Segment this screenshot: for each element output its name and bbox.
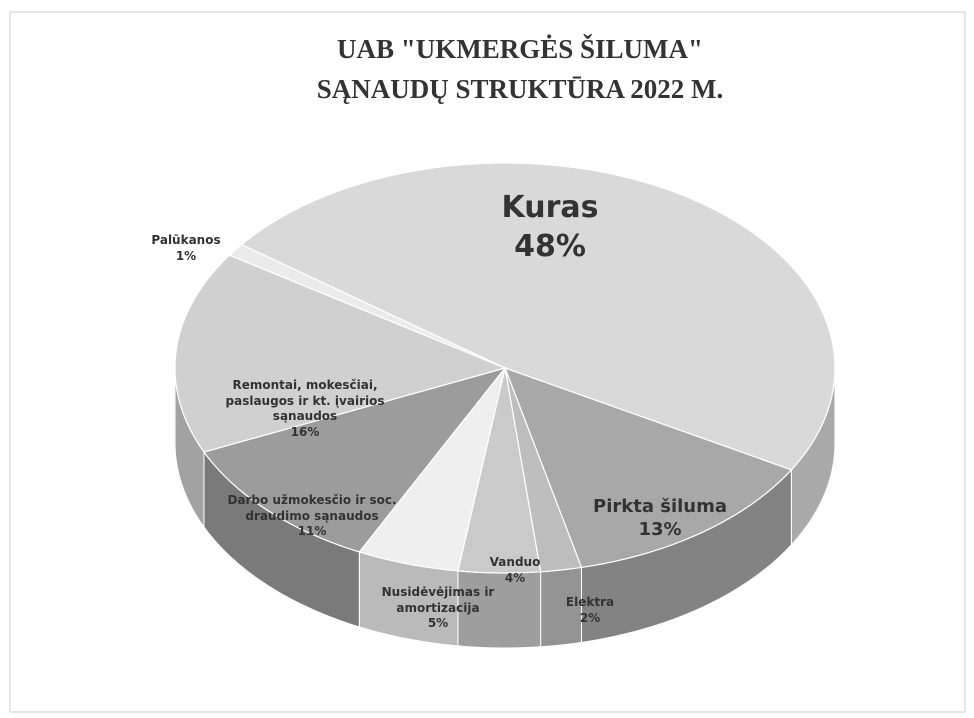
value-label: 5% [427, 616, 449, 631]
value-label: 16% [290, 424, 320, 439]
category-label: Vanduo [489, 555, 541, 570]
category-label: Kuras [501, 190, 599, 225]
data-label-box: Vanduo 4% [480, 555, 550, 586]
category-label: Darbo užmokesčio ir soc. draudimo sąnaud… [227, 493, 397, 523]
value-label: 13% [638, 519, 682, 541]
pie-slice [503, 366, 793, 569]
pie-slice [457, 367, 542, 574]
category-label: Pirkta šiluma [593, 495, 727, 517]
value-label: 11% [297, 524, 327, 539]
chart-title: UAB "UKMERGĖS ŠILUMA" [337, 34, 703, 64]
category-label: Elektra [565, 595, 615, 610]
value-label: 4% [504, 570, 526, 585]
data-label: Darbo užmokesčio ir soc. draudimo sąnaud… [217, 493, 407, 540]
category-label: Remontai, mokesčiai, paslaugos ir kt. įv… [225, 378, 385, 424]
data-label-box: Pirkta šiluma 13% [560, 495, 760, 542]
value-label: 1% [175, 248, 197, 263]
chart-title: SĄNAUDŲ STRUKTŪRA 2022 M. [317, 74, 724, 104]
category-label: Palūkanos [151, 233, 221, 248]
data-label: Remontai, mokesčiai, paslaugos ir kt. įv… [205, 378, 405, 438]
data-label-box: Darbo užmokesčio ir soc. draudimo sąnaud… [217, 493, 407, 540]
category-label: Nusidėvėjimas ir amortizacija [381, 585, 495, 615]
pie-slice [358, 367, 506, 572]
pie-slice [228, 243, 506, 369]
pie-slice [240, 162, 836, 471]
pie-slice [174, 254, 507, 453]
value-label: 48% [514, 229, 586, 264]
data-label-box: Nusidėvėjimas ir amortizacija 5% [373, 585, 503, 632]
pie-slice [202, 366, 507, 553]
data-label-box: Kuras 48% [455, 188, 645, 266]
data-label: Kuras 48% [455, 188, 645, 266]
data-label-box: Elektra 2% [555, 595, 625, 626]
data-label-box: Remontai, mokesčiai, paslaugos ir kt. įv… [205, 378, 405, 438]
value-label: 2% [579, 610, 601, 625]
data-label-box: Palūkanos 1% [141, 233, 231, 264]
